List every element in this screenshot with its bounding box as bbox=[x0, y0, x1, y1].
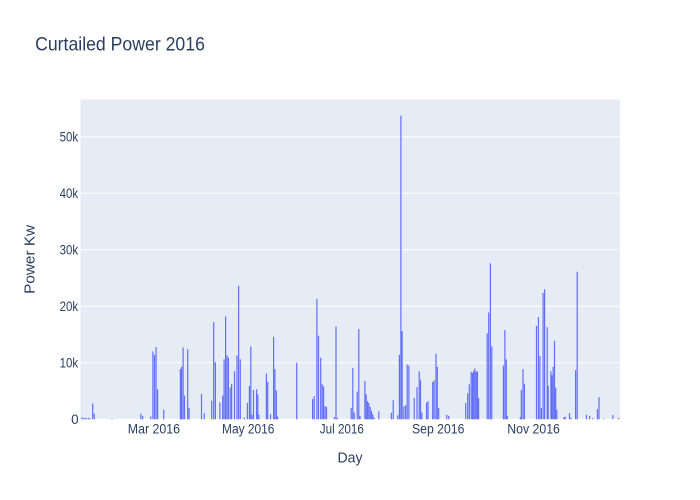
svg-text:Day: Day bbox=[338, 450, 363, 467]
svg-text:Curtailed Power 2016: Curtailed Power 2016 bbox=[35, 34, 205, 56]
svg-text:20k: 20k bbox=[60, 299, 79, 314]
svg-text:Nov 2016: Nov 2016 bbox=[507, 422, 560, 437]
svg-text:Sep 2016: Sep 2016 bbox=[412, 422, 464, 437]
svg-text:40k: 40k bbox=[60, 186, 79, 201]
svg-text:50k: 50k bbox=[60, 130, 79, 145]
svg-text:30k: 30k bbox=[60, 243, 79, 258]
svg-text:10k: 10k bbox=[60, 356, 79, 371]
svg-text:May 2016: May 2016 bbox=[222, 422, 274, 437]
svg-text:0: 0 bbox=[71, 412, 78, 427]
svg-text:Power Kw: Power Kw bbox=[21, 225, 38, 294]
svg-text:Jul 2016: Jul 2016 bbox=[320, 422, 364, 437]
svg-text:Mar 2016: Mar 2016 bbox=[128, 422, 180, 437]
